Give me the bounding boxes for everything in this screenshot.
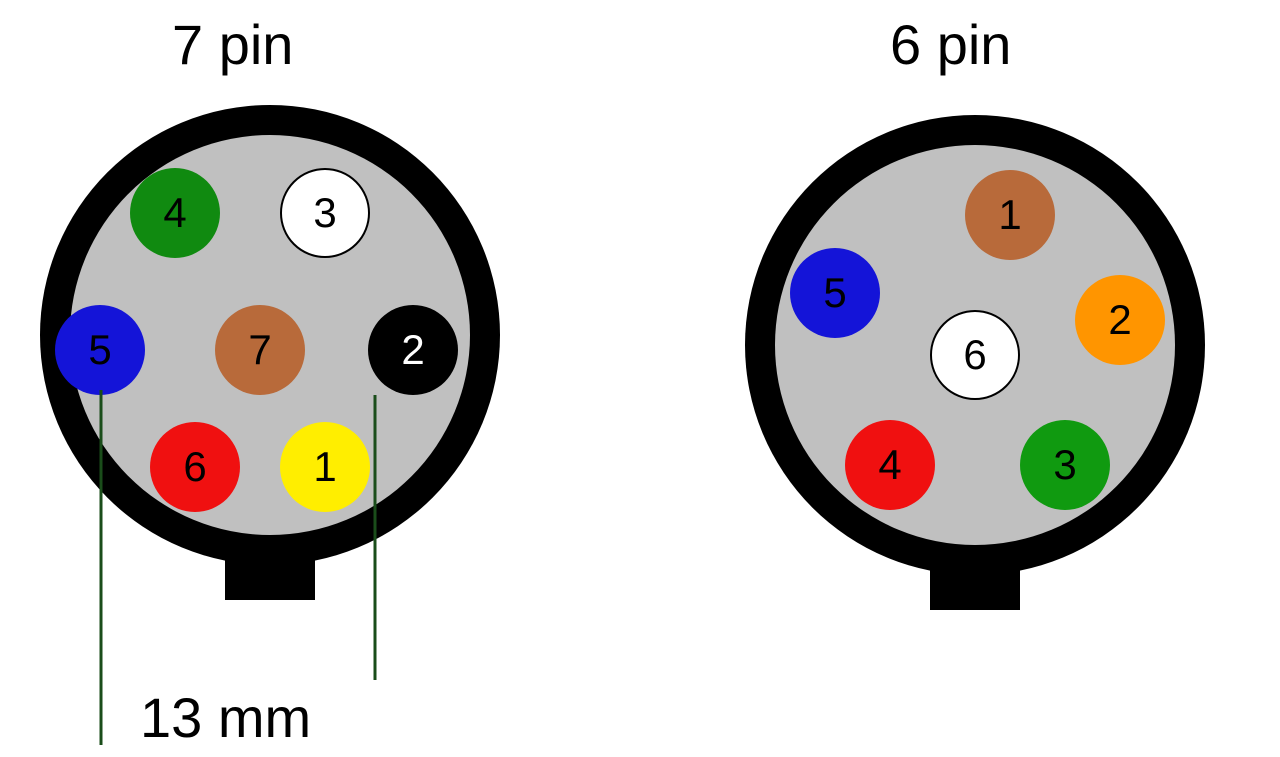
pin-6-2-label: 2 [1108,296,1131,344]
pin-6-4-label: 4 [878,441,901,489]
pin-6-1: 1 [965,170,1055,260]
pin-7-2-label: 2 [401,326,424,374]
pin-7-5: 5 [55,305,145,395]
pin-6-6: 6 [930,310,1020,400]
pin-7-7: 7 [215,305,305,395]
pin-7-4: 4 [130,168,220,258]
pin-7-5-label: 5 [88,326,111,374]
pin-6-2: 2 [1075,275,1165,365]
pin-7-4-label: 4 [163,189,186,237]
pin-7-7-label: 7 [248,326,271,374]
connector-6pin-notch [930,565,1020,610]
pin-7-3-label: 3 [313,189,336,237]
pin-6-5: 5 [790,248,880,338]
title-7pin: 7 pin [172,12,293,77]
pin-6-5-label: 5 [823,269,846,317]
pin-7-3: 3 [280,168,370,258]
pin-6-3-label: 3 [1053,441,1076,489]
pin-7-1: 1 [280,422,370,512]
pin-7-6-label: 6 [183,443,206,491]
pin-6-3: 3 [1020,420,1110,510]
connector-7pin-notch [225,555,315,600]
measurement-13mm: 13 mm [140,685,311,750]
pin-6-1-label: 1 [998,191,1021,239]
pin-7-1-label: 1 [313,443,336,491]
pin-6-6-label: 6 [963,331,986,379]
pin-6-4: 4 [845,420,935,510]
pin-7-2: 2 [368,305,458,395]
title-6pin: 6 pin [890,12,1011,77]
pin-7-6: 6 [150,422,240,512]
